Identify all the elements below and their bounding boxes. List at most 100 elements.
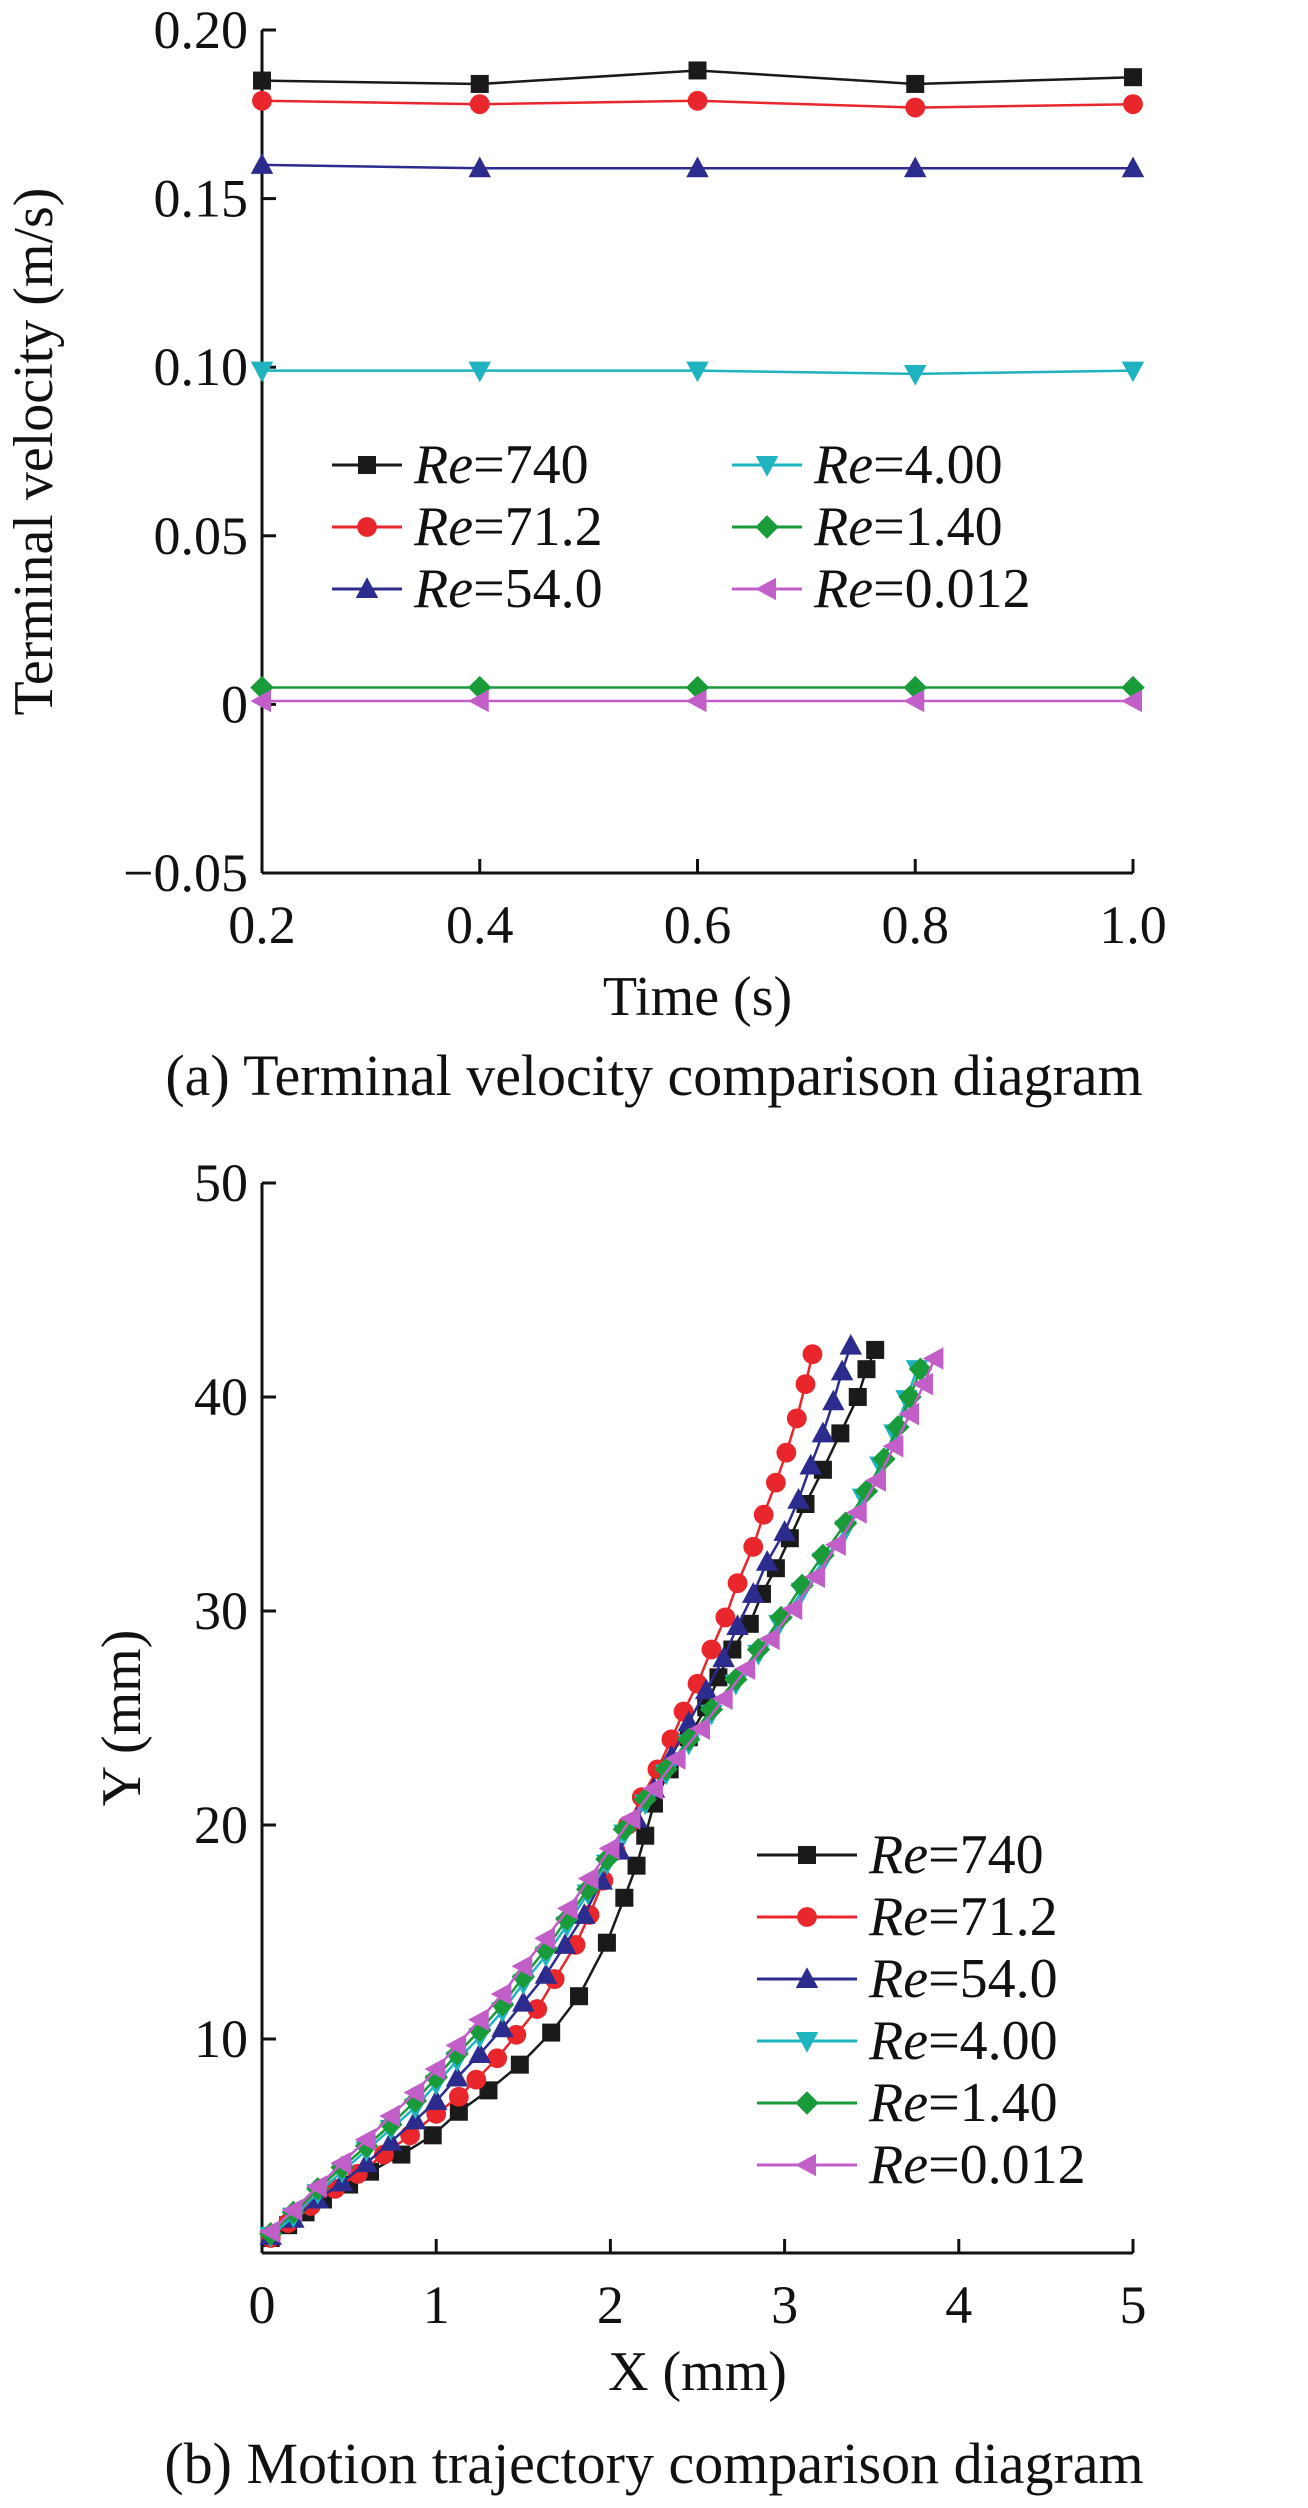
legend-entry: Re=0.012 [732, 558, 1031, 620]
data-point [250, 361, 274, 383]
legend-entry: Re=54.0 [757, 1948, 1058, 2010]
series-Re=0.012 [250, 689, 1142, 713]
data-point [469, 94, 490, 115]
data-point [259, 2220, 280, 2243]
data-point [688, 61, 707, 80]
legend-entry: Re=0.012 [757, 2134, 1086, 2196]
legend-label: Re=4.00 [813, 434, 1003, 496]
data-point [799, 1453, 822, 1475]
data-point [726, 1614, 749, 1635]
data-point [330, 2151, 352, 2175]
legend-entry: Re=54.0 [332, 558, 603, 620]
legend-entry: Re=4.00 [757, 2010, 1058, 2072]
x-axis-title: X (mm) [608, 2341, 787, 2403]
y-axis-title: Y (mm) [91, 1630, 153, 1807]
data-point [882, 1434, 904, 1458]
data-point [577, 1867, 599, 1890]
legend-label: Re=4.00 [868, 2010, 1058, 2072]
y-axis-title: Terminal velocity (m/s) [3, 188, 65, 716]
data-point [250, 675, 274, 700]
series-Re=1.40 [259, 1357, 933, 2246]
legend-marker [357, 517, 377, 537]
data-point [908, 1357, 933, 1381]
data-point [511, 1954, 533, 1978]
legend-marker [795, 2032, 819, 2053]
data-point [642, 1777, 663, 1800]
data-point [686, 156, 709, 178]
data-point [922, 1347, 944, 1370]
caption-b: (b) Motion trajectory comparison diagram [164, 2431, 1144, 2496]
legend-label: Re=0.012 [868, 2134, 1086, 2196]
data-point [664, 1747, 686, 1770]
data-point [711, 1687, 733, 1710]
data-point [556, 1897, 578, 1920]
data-point [252, 90, 272, 111]
legend-label: Re=71.2 [868, 1886, 1058, 1948]
y-tick-label: −0.05 [123, 843, 248, 903]
data-point [615, 1888, 634, 1907]
x-tick-label: 2 [597, 2275, 624, 2335]
data-point [898, 1402, 920, 1426]
data-point [424, 2057, 446, 2081]
series-Re=54.0 [259, 1333, 863, 2245]
data-point [534, 1927, 555, 1950]
data-point [677, 1727, 701, 1752]
data-point [534, 1937, 558, 1961]
data-point [619, 1807, 641, 1830]
data-point [627, 1856, 646, 1875]
data-point [701, 1639, 722, 1660]
legend-label: Re=1.40 [868, 2072, 1058, 2134]
legend-entry: Re=1.40 [757, 2072, 1058, 2134]
legend-label: Re=740 [868, 1824, 1044, 1886]
data-point [905, 97, 926, 118]
data-point [758, 1627, 780, 1651]
data-point [511, 1965, 535, 1989]
legend-marker [358, 456, 376, 474]
data-point [790, 1573, 814, 1598]
x-tick-label: 0.8 [882, 895, 950, 955]
data-point [787, 1488, 810, 1509]
x-tick-label: 0 [249, 2275, 276, 2335]
series-Re=54.0 [250, 153, 1145, 178]
data-point [746, 1637, 771, 1662]
data-point [755, 1550, 779, 1571]
data-point [839, 1333, 863, 1355]
data-point [468, 156, 491, 178]
data-point [445, 2042, 469, 2066]
data-point [846, 1501, 867, 1524]
series-Re=1.40 [250, 675, 1145, 700]
data-point [743, 1536, 764, 1557]
data-point [598, 1837, 620, 1860]
data-point [904, 156, 927, 178]
data-point [811, 1543, 835, 1568]
data-point [825, 1533, 846, 1556]
legend-label: Re=54.0 [868, 1948, 1058, 2010]
data-point [490, 1982, 512, 2006]
data-point [795, 1374, 816, 1395]
data-point [253, 71, 271, 90]
legend-marker [797, 1907, 817, 1927]
data-point [724, 1667, 748, 1692]
legend-marker [795, 2091, 819, 2115]
legend-marker [798, 1846, 816, 1864]
x-axis-title: Time (s) [603, 966, 792, 1028]
y-tick-label: 0.20 [154, 0, 249, 60]
legend-label: Re=54.0 [413, 558, 603, 620]
data-point [445, 2034, 467, 2057]
data-point [848, 1388, 867, 1406]
data-point [424, 2065, 448, 2090]
data-point [506, 2024, 527, 2045]
data-point [491, 2016, 514, 2038]
data-point [466, 2069, 487, 2090]
data-point [776, 1442, 797, 1463]
legend-marker [795, 2153, 816, 2177]
trajectory-chart: 0 1 2 3 4 5 10 20 30 40 50 X (mm) Y (mm) Re=740Re=71.… [91, 1153, 1147, 2403]
data-point [553, 1933, 577, 1954]
data-point [833, 1511, 858, 1535]
data-point [1121, 361, 1145, 383]
data-point [306, 2175, 327, 2198]
series-Re=71.2 [260, 1344, 823, 2248]
data-point [468, 2042, 491, 2063]
legend-label: Re=740 [413, 434, 589, 496]
